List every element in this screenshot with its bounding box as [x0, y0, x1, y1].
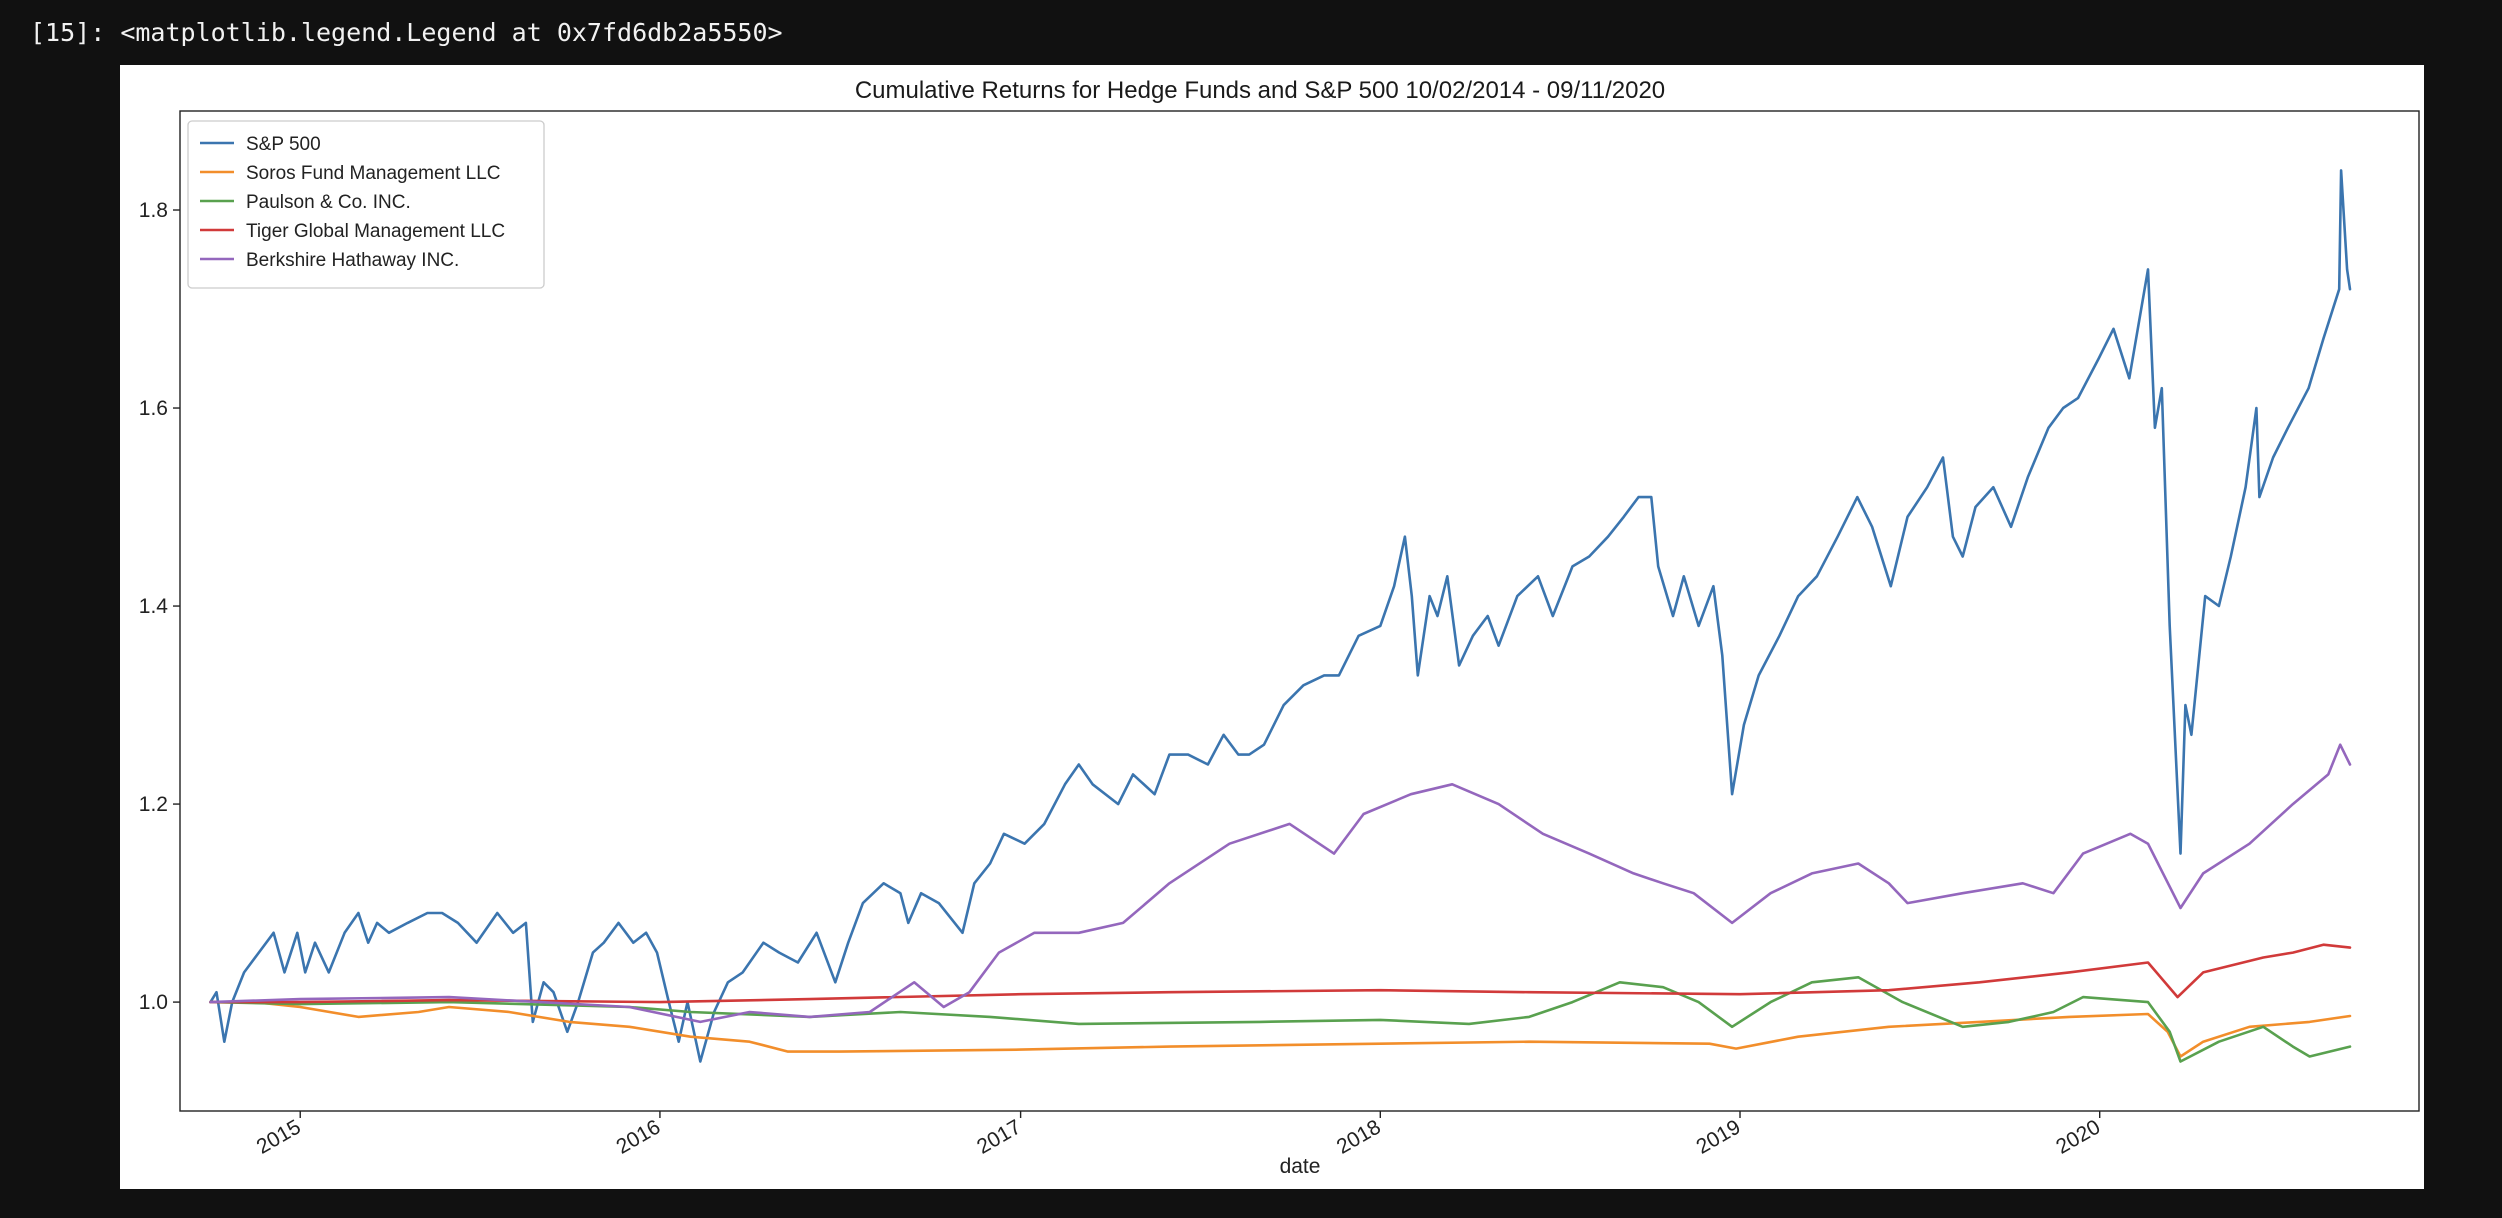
legend-label: Berkshire Hathaway INC.: [246, 250, 459, 271]
x-tick-label: 2015: [253, 1115, 305, 1158]
output-prompt: [15]:: [30, 18, 106, 47]
legend-label: Tiger Global Management LLC: [246, 221, 505, 242]
plot-frame: [179, 110, 2420, 1112]
output-cell: [15]: <matplotlib.legend.Legend at 0x7fd…: [30, 18, 783, 47]
series-lines: [209, 169, 2352, 1063]
x-tick-label: 2019: [1693, 1115, 1745, 1158]
x-tick-label: 2018: [1333, 1115, 1385, 1158]
y-tick-label: 1.2: [139, 793, 168, 816]
series-line: [209, 943, 2352, 1004]
x-tick-label: 2017: [973, 1115, 1025, 1158]
y-tick-label: 1.4: [139, 595, 169, 618]
y-tick-label: 1.6: [139, 397, 168, 420]
legend-label: S&P 500: [246, 134, 321, 155]
chart-title: Cumulative Returns for Hedge Funds and S…: [855, 77, 1665, 104]
figure: Cumulative Returns for Hedge Funds and S…: [120, 65, 2424, 1189]
series-line: [209, 169, 2352, 1063]
legend-label: Paulson & Co. INC.: [246, 192, 411, 213]
y-tick-label: 1.8: [139, 199, 168, 222]
x-tick-label: 2016: [612, 1115, 664, 1158]
series-line: [209, 743, 2352, 1024]
legend-frame: [187, 120, 545, 289]
legend: S&P 500 Soros Fund Management LLC Paulson …: [187, 120, 545, 289]
axes: 1.0 1.2 1.4 1.6 1.8 2015 2016 2017 2018 2019 2020: [139, 199, 2104, 1159]
legend-repr-text: <matplotlib.legend.Legend at 0x7fd6db2a5…: [120, 18, 783, 47]
x-axis-label: date: [1280, 1155, 1321, 1178]
y-tick-label: 1.0: [139, 991, 168, 1014]
line-chart: Cumulative Returns for Hedge Funds and S…: [139, 77, 2420, 1178]
legend-label: Soros Fund Management LLC: [246, 163, 501, 184]
x-tick-label: 2020: [2052, 1115, 2104, 1158]
